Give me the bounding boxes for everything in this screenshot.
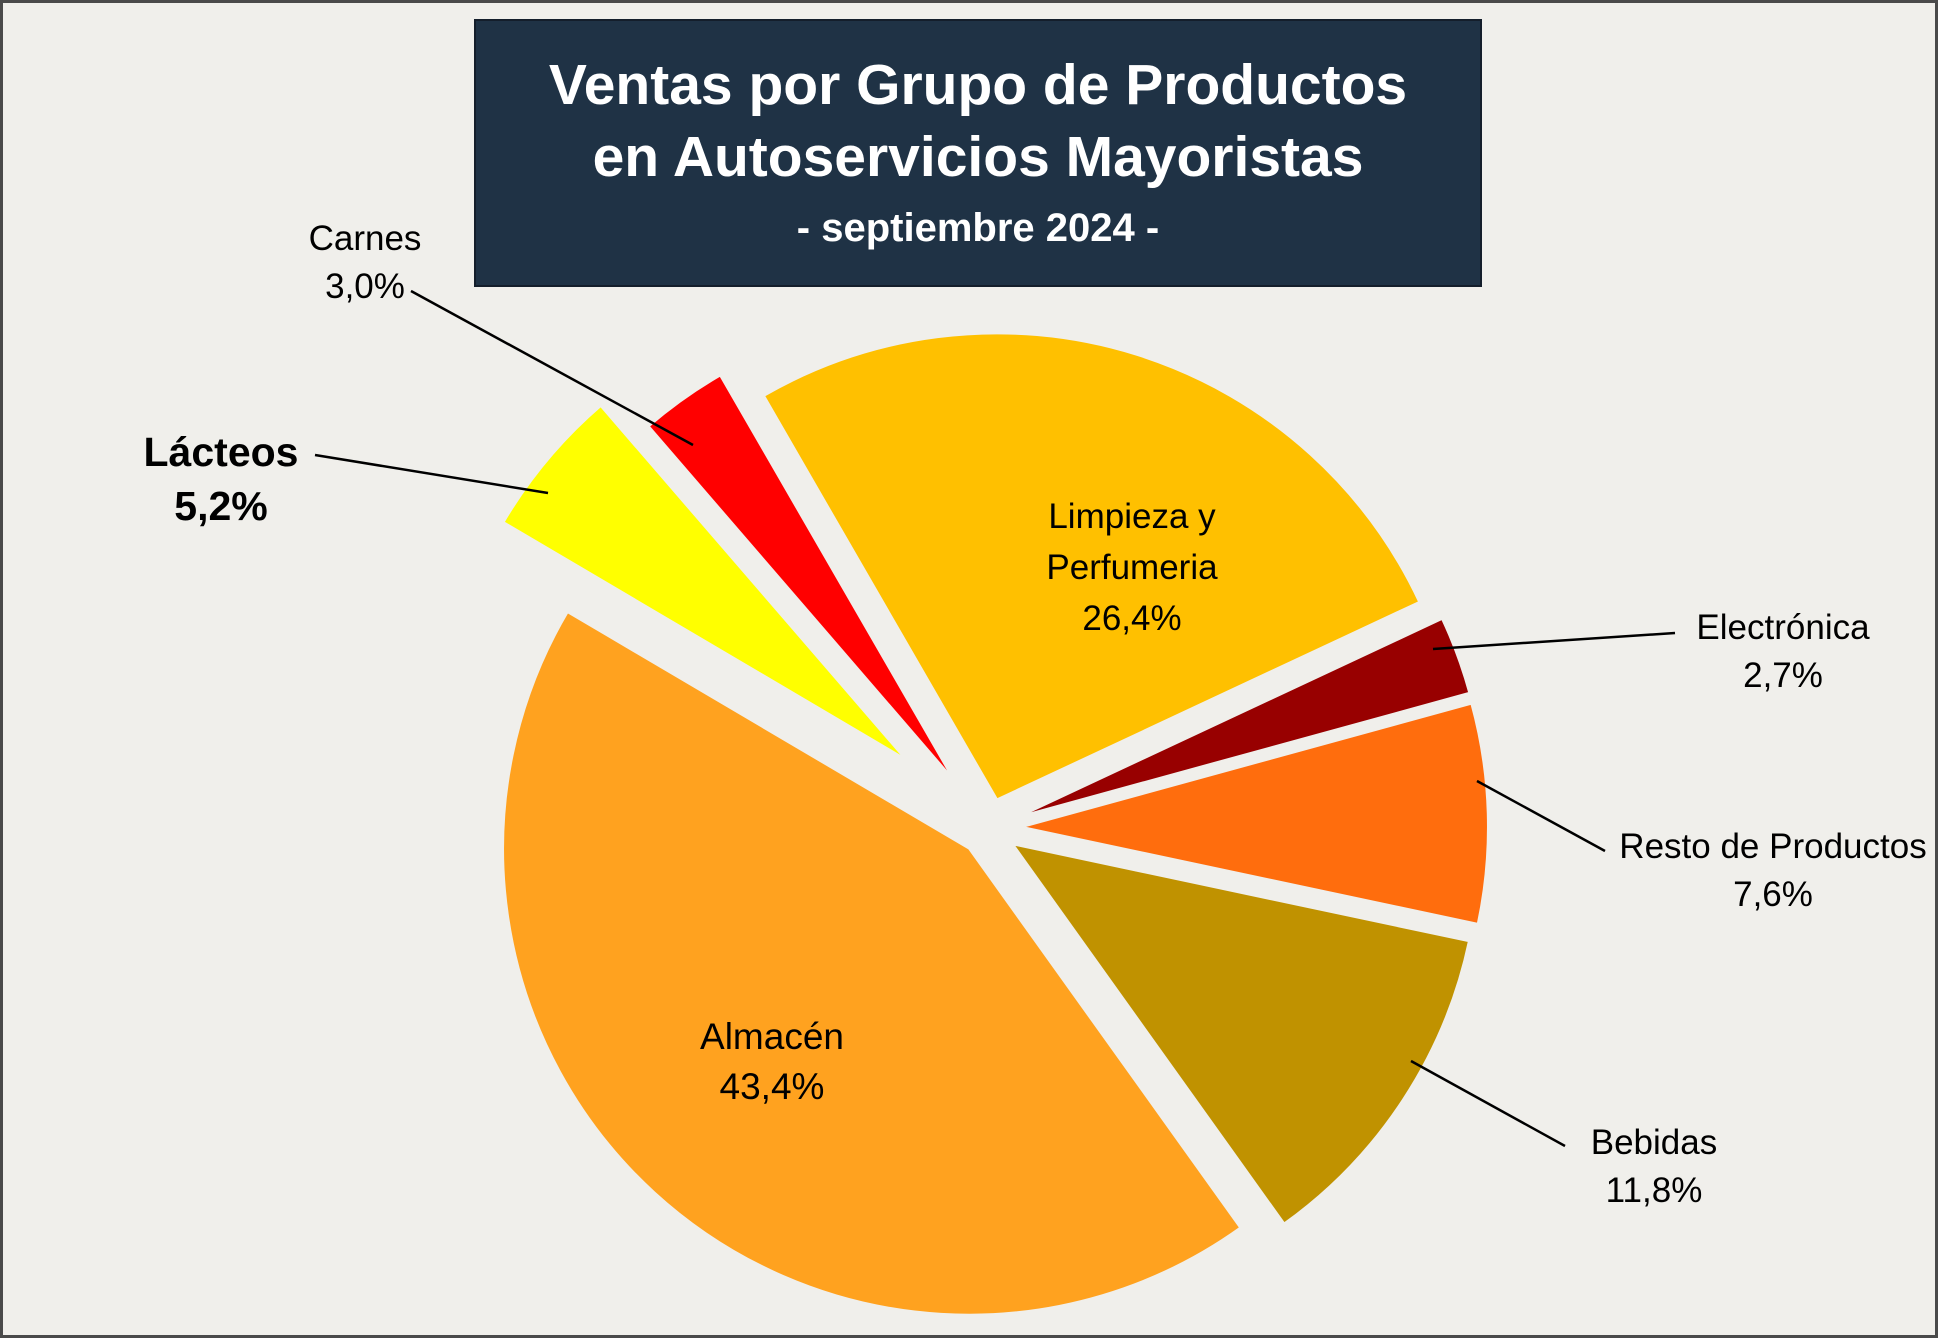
slice-label-limpieza-y-perfumeria: Limpieza y Perfumeria 26,4% [1046,497,1218,638]
slice-label-lacteos: Lácteos 5,2% [144,429,299,529]
leader-line-bebidas [1410,1059,1566,1148]
leader-line-electronica [1432,631,1676,651]
slice-label-almacen: Almacén 43,4% [700,1016,844,1107]
chart-title-box: Ventas por Grupo de Productos en Autoser… [474,19,1482,287]
leader-line-resto-de-productos [1476,779,1606,853]
pie-slice-limpieza-y-perfumeria [762,332,1421,801]
slice-label-bebidas: Bebidas 11,8% [1591,1123,1717,1210]
pie-slice-resto-de-productos [1021,702,1489,925]
slice-label-carnes: Carnes 3,0% [309,219,422,306]
leader-line-lacteos [314,453,549,495]
chart-title-line-2: en Autoservicios Mayoristas [592,125,1364,189]
pie-slice-bebidas [1010,842,1471,1225]
pie-slice-carnes [647,374,955,780]
pie-slice-almacen [502,610,1242,1316]
chart-subtitle: - septiembre 2024 - [796,206,1160,250]
pie-slice-electronica [1019,617,1471,818]
slice-label-resto-de-productos: Resto de Productos 7,6% [1619,827,1926,914]
leader-line-carnes [410,289,694,447]
pie-chart: Limpieza y Perfumeria 26,4% Electrónica 2,7%… [144,219,1927,1316]
slice-label-electronica: Electrónica 2,7% [1696,608,1870,695]
pie-slice-lacteos [502,404,906,760]
chart-title-line-1: Ventas por Grupo de Productos [548,53,1408,117]
